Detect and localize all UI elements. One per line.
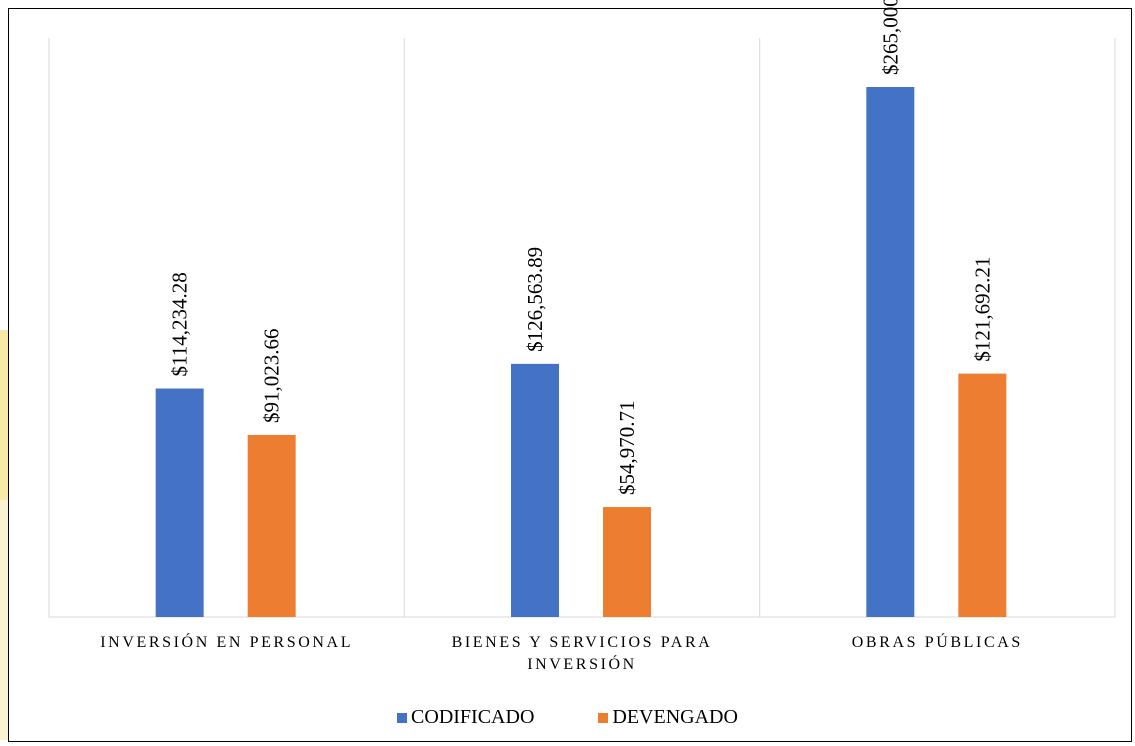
category-label-1: INVERSIÓN EN PERSONAL: [100, 632, 353, 651]
data-label-devengado-1: $91,023.66: [260, 328, 284, 423]
legend-swatch-devengado: [598, 712, 609, 723]
category-label-3: OBRAS PÚBLICAS: [852, 632, 1023, 651]
data-label-devengado-3: $121,692.21: [970, 257, 994, 362]
left-edge-decoration-lower: [0, 500, 8, 740]
legend-swatch-codificado: [397, 712, 408, 723]
chart-frame: [8, 8, 1132, 742]
bar-devengado-2: [603, 507, 651, 617]
bar-devengado-3: [958, 373, 1007, 617]
bar-devengado-1: [247, 434, 296, 617]
bar-codificado-1: [155, 388, 204, 617]
legend-item-codificado: CODIFICADO: [397, 706, 534, 729]
category-label-2: INVERSIÓN: [527, 654, 637, 673]
data-label-codificado-2: $126,563.89: [523, 247, 547, 352]
legend-label-codificado: CODIFICADO: [411, 706, 535, 728]
left-edge-decoration: [0, 330, 8, 500]
legend-label-devengado: DEVENGADO: [612, 706, 738, 728]
legend-item-devengado: DEVENGADO: [598, 706, 738, 729]
bar-codificado-2: [511, 363, 559, 617]
legend: CODIFICADO DEVENGADO: [0, 706, 1135, 729]
data-label-codificado-1: $114,234.28: [168, 272, 192, 376]
data-label-devengado-2: $54,970.71: [615, 401, 639, 496]
category-label-2: BIENES Y SERVICIOS PARA: [452, 634, 713, 651]
data-label-codificado-3: $265,000.00: [878, 0, 902, 75]
bar-codificado-3: [866, 87, 915, 617]
